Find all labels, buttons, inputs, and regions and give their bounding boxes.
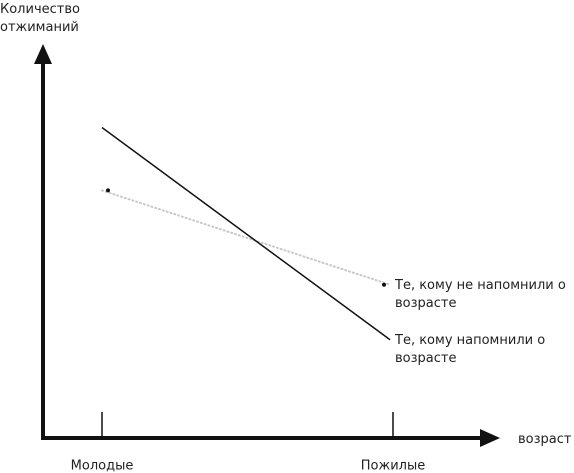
- x-axis-title: возраст: [518, 432, 572, 447]
- point: [382, 282, 386, 287]
- x-tick-label: Молодые: [71, 459, 134, 473]
- series-label: Те, кому напомнили о возрасте: [395, 332, 546, 366]
- series-line: [101, 189, 391, 286]
- series-line: [101, 126, 391, 341]
- y-axis-arrow: [34, 44, 52, 64]
- x-axis-arrow: [480, 429, 500, 447]
- point: [106, 188, 110, 193]
- series-label: Те, кому не напомнили о возрасте: [395, 277, 566, 311]
- y-axis-title: Количество отжиманий: [0, 2, 80, 35]
- x-tick-label: Пожилые: [361, 459, 425, 473]
